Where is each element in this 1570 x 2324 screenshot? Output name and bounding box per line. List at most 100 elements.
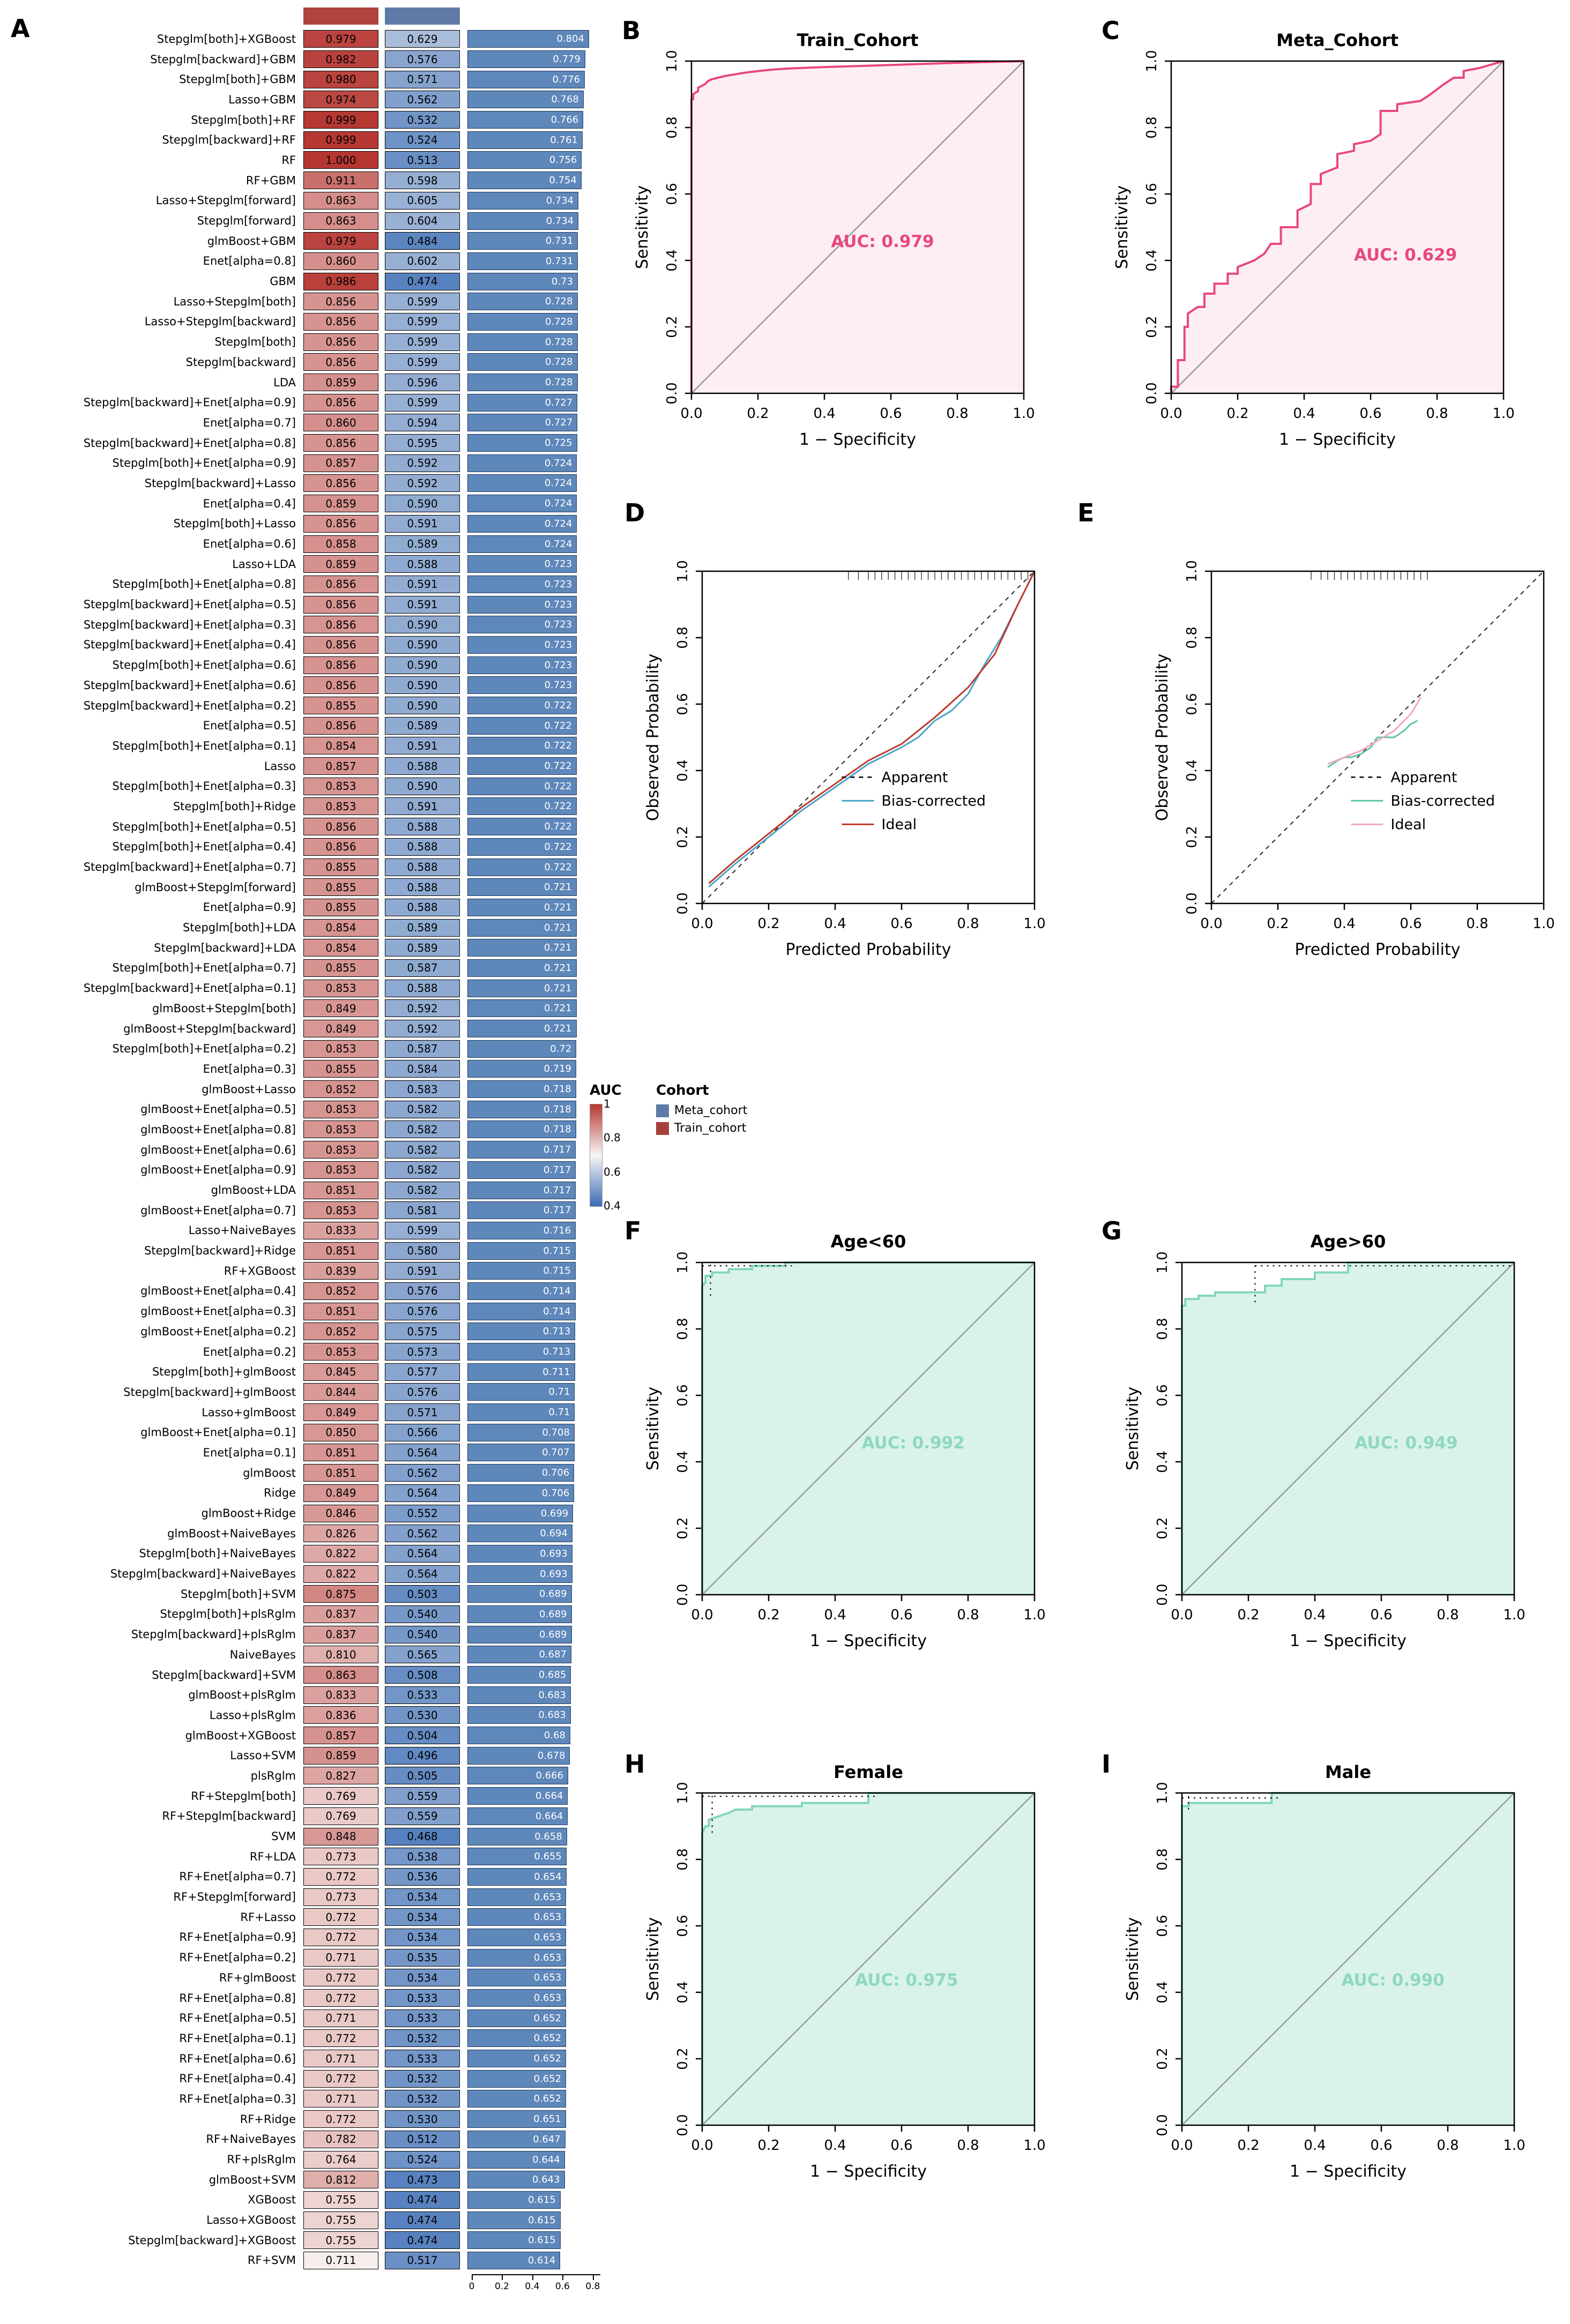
legend-label: Bias-corrected <box>881 793 986 809</box>
mean-auc-bar: 0.693 <box>467 1544 572 1563</box>
svg-text:0.6: 0.6 <box>1370 1607 1392 1623</box>
mean-auc-bar: 0.652 <box>467 2069 567 2088</box>
train-auc-cell: 0.855 <box>303 858 378 876</box>
table-row: Stepglm[both]+Lasso 0.856 0.591 0.724 <box>10 514 599 534</box>
svg-text:0.0: 0.0 <box>675 892 691 914</box>
model-label: Stepglm[backward]+GBM <box>150 53 296 66</box>
train-auc-cell: 0.772 <box>303 2110 378 2128</box>
svg-text:0.4: 0.4 <box>1155 1981 1171 2003</box>
mean-auc-bar: 0.683 <box>467 1706 571 1724</box>
table-row: RF+Enet[alpha=0.9] 0.772 0.534 0.653 <box>10 1927 599 1948</box>
mean-auc-bar: 0.723 <box>467 676 577 694</box>
table-row: RF+plsRglm 0.764 0.524 0.644 <box>10 2149 599 2170</box>
model-label: Stepglm[backward]+Enet[alpha=0.2] <box>83 699 296 712</box>
train-auc-cell: 0.863 <box>303 212 378 230</box>
meta-auc-cell: 0.535 <box>385 1948 460 1967</box>
svg-text:0.4: 0.4 <box>824 2138 846 2154</box>
panel-label-g: G <box>1102 1216 1122 1245</box>
mean-auc-bar-track: 0.647 <box>467 2130 596 2148</box>
auc-scale-legend: AUC 1 0.8 0.6 0.4 <box>590 1082 638 1212</box>
train-auc-cell: 0.772 <box>303 1908 378 1926</box>
mean-auc-bar: 0.722 <box>467 697 577 715</box>
table-row: Stepglm[backward]+plsRglm 0.837 0.540 0.689 <box>10 1624 599 1645</box>
table-row: SVM 0.848 0.468 0.658 <box>10 1826 599 1847</box>
meta-auc-cell: 0.602 <box>385 252 460 270</box>
meta-auc-cell: 0.532 <box>385 2090 460 2108</box>
meta-auc-cell: 0.530 <box>385 1706 460 1724</box>
model-label: RF+glmBoost <box>219 1971 296 1984</box>
mean-auc-bar: 0.678 <box>467 1746 570 1765</box>
table-row: Stepglm[both]+Enet[alpha=0.8] 0.856 0.591 0… <box>10 574 599 595</box>
table-row: glmBoost+SVM 0.812 0.473 0.643 <box>10 2170 599 2190</box>
meta-auc-cell: 0.534 <box>385 1908 460 1926</box>
mean-auc-bar: 0.706 <box>467 1464 575 1482</box>
table-row: RF+glmBoost 0.772 0.534 0.653 <box>10 1968 599 1988</box>
model-label: glmBoost+LDA <box>211 1184 296 1197</box>
svg-text:0.2: 0.2 <box>757 916 779 932</box>
mean-auc-bar: 0.651 <box>467 2110 566 2128</box>
model-label: Stepglm[both]+Enet[alpha=0.5] <box>112 820 296 833</box>
meta-auc-cell: 0.534 <box>385 1928 460 1946</box>
train-auc-cell: 0.771 <box>303 1948 378 1967</box>
train-auc-cell: 0.853 <box>303 1141 378 1159</box>
table-row: RF+Enet[alpha=0.4] 0.772 0.532 0.652 <box>10 2068 599 2089</box>
meta-auc-cell: 0.533 <box>385 2009 460 2027</box>
mean-auc-bar: 0.717 <box>467 1201 576 1220</box>
meta-auc-cell: 0.562 <box>385 1464 460 1482</box>
mean-auc-bar-track: 0.728 <box>467 373 596 392</box>
table-row: Stepglm[both]+Ridge 0.853 0.591 0.722 <box>10 796 599 817</box>
table-row: Stepglm[backward]+GBM 0.982 0.576 0.779 <box>10 49 599 70</box>
table-row: RF+Ridge 0.772 0.530 0.651 <box>10 2109 599 2129</box>
mean-auc-bar: 0.647 <box>467 2130 566 2148</box>
mean-auc-bar-track: 0.693 <box>467 1565 596 1583</box>
axis-tick-label: 0.4 <box>525 2281 540 2292</box>
table-row: RF+Enet[alpha=0.6] 0.771 0.533 0.652 <box>10 2049 599 2069</box>
svg-text:1.0: 1.0 <box>675 560 691 582</box>
train-auc-cell: 0.856 <box>303 293 378 311</box>
mean-auc-bar: 0.776 <box>467 70 585 88</box>
mean-auc-bar-track: 0.687 <box>467 1646 596 1664</box>
model-label: Stepglm[backward]+RF <box>162 133 296 147</box>
mean-auc-bar: 0.804 <box>467 30 589 48</box>
train-auc-cell: 0.822 <box>303 1565 378 1583</box>
model-label: XGBoost <box>248 2193 296 2207</box>
model-label: glmBoost+XGBoost <box>185 1729 296 1742</box>
mean-auc-bar-track: 0.717 <box>467 1181 596 1199</box>
mean-auc-bar: 0.722 <box>467 737 577 755</box>
meta-auc-cell: 0.604 <box>385 212 460 230</box>
model-label: Enet[alpha=0.9] <box>203 901 296 914</box>
train-auc-cell: 0.856 <box>303 333 378 351</box>
model-label: Enet[alpha=0.3] <box>203 1062 296 1075</box>
mean-auc-bar: 0.713 <box>467 1322 576 1341</box>
model-label: Lasso+Stepglm[both] <box>173 295 296 308</box>
axes: 0.00.0 0.2 0.2 0.4 0.4 0.6 0.6 0.8 0.8 1.0 1.0 1 − … <box>644 1782 1046 2181</box>
train-auc-cell: 0.826 <box>303 1525 378 1543</box>
mean-auc-bar: 0.71 <box>467 1383 575 1401</box>
diagonal-reference-line <box>702 1262 1035 1595</box>
svg-text:0.6: 0.6 <box>890 2138 912 2154</box>
mean-auc-bar-track: 0.643 <box>467 2171 596 2189</box>
model-label: LDA <box>273 376 296 389</box>
train-auc-cell: 0.986 <box>303 272 378 290</box>
train-auc-cell: 0.856 <box>303 616 378 634</box>
train-auc-cell: 0.911 <box>303 171 378 190</box>
svg-text:0.4: 0.4 <box>813 406 835 422</box>
train-auc-cell: 0.851 <box>303 1181 378 1199</box>
table-row: Stepglm[backward]+Enet[alpha=0.7] 0.855 0.… <box>10 857 599 877</box>
train-auc-cell: 0.850 <box>303 1423 378 1441</box>
table-row: RF+Stepglm[backward] 0.769 0.559 0.664 <box>10 1806 599 1827</box>
train-auc-cell: 0.772 <box>303 1989 378 2007</box>
model-label: Stepglm[both]+NaiveBayes <box>139 1547 296 1560</box>
roc-plot-age-lt-60: 0.00.0 0.2 0.2 0.4 0.4 0.6 0.6 0.8 0.8 1.0 1.0 1 − … <box>644 1231 1046 1650</box>
mean-auc-bar-track: 0.717 <box>467 1141 596 1159</box>
mean-auc-bar-track: 0.715 <box>467 1262 596 1280</box>
mean-auc-bar-track: 0.722 <box>467 797 596 816</box>
axis-tick <box>472 2275 473 2280</box>
mean-auc-bar-track: 0.804 <box>467 30 596 48</box>
svg-text:0.0: 0.0 <box>1155 2114 1171 2136</box>
svg-text:1.0: 1.0 <box>1532 916 1554 932</box>
svg-text:0.6: 0.6 <box>1359 406 1381 422</box>
mean-auc-bar: 0.722 <box>467 757 577 775</box>
svg-text:0.4: 0.4 <box>1293 406 1315 422</box>
